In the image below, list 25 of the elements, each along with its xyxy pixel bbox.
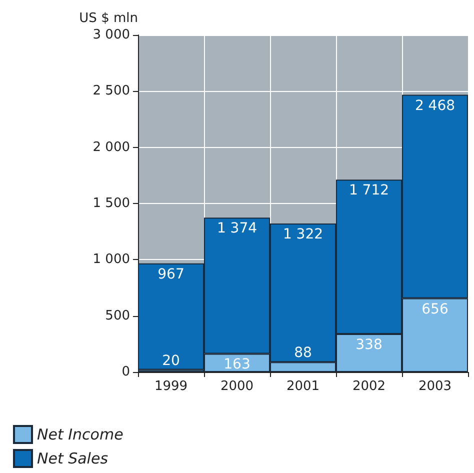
y-axis-title: US $ mln: [79, 11, 138, 26]
data-label: 163: [224, 356, 250, 373]
data-label: 656: [422, 301, 448, 318]
total-label: 1 712: [348, 182, 390, 199]
x-tick-label: 1999: [154, 379, 188, 394]
y-tick-label: 1 500: [92, 196, 130, 211]
legend-label: Net Income: [37, 426, 124, 444]
x-tick-label: 2003: [418, 379, 452, 394]
x-tick-label: 2001: [286, 379, 320, 394]
x-tick-label: 2000: [220, 379, 254, 394]
total-label: 967: [158, 266, 184, 282]
y-tick-label: 1 000: [92, 252, 130, 268]
y-tick-label: 2 500: [92, 84, 130, 99]
total-label: 1 322: [282, 226, 324, 242]
y-tick-label: 3 000: [92, 28, 130, 42]
y-tick-label: 0: [122, 364, 130, 380]
x-tick-label: 2002: [352, 379, 386, 394]
y-tick-label: 500: [105, 308, 130, 324]
y-tick-label: 2 000: [92, 140, 130, 155]
legend-label: Net Sales: [37, 450, 108, 468]
data-label: 20: [162, 352, 180, 369]
data-label: 338: [356, 337, 382, 354]
total-label: 2 468: [414, 98, 456, 114]
data-label: 88: [294, 345, 312, 362]
total-label: 1 374: [216, 220, 258, 237]
